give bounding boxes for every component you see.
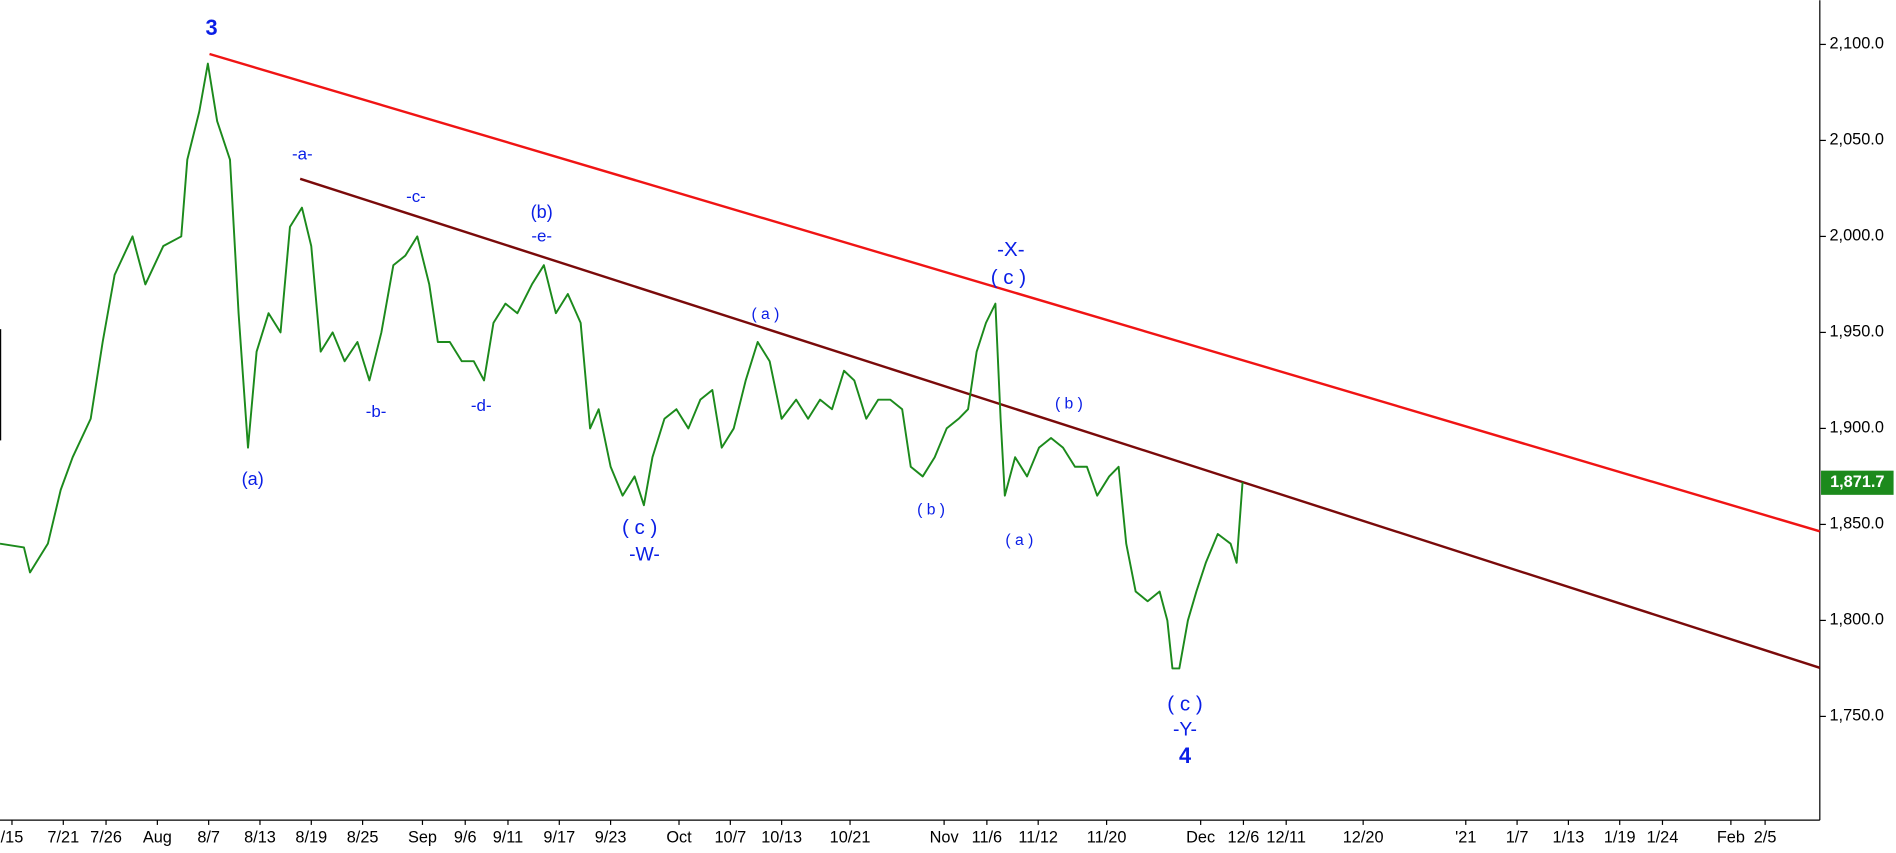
x-tick-label: 1/7: [1506, 829, 1529, 847]
y-tick-label: 2,050.0: [1829, 131, 1883, 149]
last-price-tag: [1821, 470, 1894, 495]
x-tick-label: 1/24: [1647, 829, 1679, 847]
y-tick-label: 1,800.0: [1829, 611, 1883, 629]
wave-label: (a): [242, 469, 264, 489]
y-tick-label: 1,900.0: [1829, 419, 1883, 437]
trend-line: [299, 177, 1821, 669]
y-tick-label: 2,000.0: [1829, 227, 1883, 245]
x-tick-label: 9/17: [543, 829, 575, 847]
y-tick-label: 2,100.0: [1829, 35, 1883, 53]
x-tick-label: /15: [1, 829, 24, 847]
x-tick-label: 7/26: [90, 829, 122, 847]
wave-label: ( c ): [1167, 693, 1202, 716]
x-tick-label: 12/20: [1343, 829, 1384, 847]
x-tick-label: 9/23: [595, 829, 627, 847]
x-tick-label: Feb: [1717, 829, 1745, 847]
x-tick-label: 1/13: [1553, 829, 1585, 847]
x-tick-label: Sep: [408, 829, 437, 847]
last-price-label: 1,871.7: [1830, 473, 1884, 491]
x-tick-label: 10/21: [830, 829, 871, 847]
x-tick-label: Aug: [143, 829, 172, 847]
x-tick-label: 8/7: [197, 829, 220, 847]
wave-label: -Y-: [1173, 719, 1197, 741]
y-tick-label: 1,850.0: [1829, 515, 1883, 533]
y-tick-label: 1,950.0: [1829, 323, 1883, 341]
x-tick-label: 11/12: [1018, 829, 1058, 847]
x-tick-label: 1/19: [1604, 829, 1636, 847]
wave-label: ( a ): [1005, 532, 1033, 549]
x-tick-label: 7/21: [47, 829, 79, 847]
y-tick-label: 1,750.0: [1829, 707, 1883, 725]
wave-label: -e-: [531, 227, 552, 246]
wave-label: -d-: [471, 396, 492, 415]
wave-label: -X-: [997, 238, 1024, 261]
x-tick-label: 2/5: [1754, 829, 1777, 847]
price-line: [0, 62, 1244, 670]
trend-line: [209, 52, 1821, 533]
x-tick-label: 8/13: [244, 829, 276, 847]
x-tick-label: 8/19: [295, 829, 327, 847]
wave-label: (b): [531, 202, 553, 222]
x-tick-label: 12/11: [1266, 829, 1306, 847]
wave-label: ( b ): [1055, 395, 1083, 412]
wave-label: -c-: [406, 187, 426, 206]
wave-label: ( a ): [751, 306, 779, 323]
x-tick-label: 11/6: [972, 829, 1003, 847]
wave-label: -W-: [629, 543, 660, 565]
x-tick-label: '21: [1455, 829, 1476, 847]
wave-label: ( c ): [991, 266, 1026, 289]
x-tick-label: 12/6: [1228, 829, 1260, 847]
x-tick-label: Dec: [1186, 829, 1215, 847]
wave-label: -b-: [366, 402, 387, 421]
wave-label: 3: [206, 15, 218, 40]
x-tick-label: 11/20: [1087, 829, 1127, 847]
x-tick-label: 9/11: [493, 829, 524, 847]
wave-label: ( b ): [917, 502, 945, 519]
x-tick-label: 10/7: [714, 829, 746, 847]
wave-label: ( c ): [622, 516, 657, 539]
x-tick-label: 9/6: [454, 829, 477, 847]
x-tick-label: Nov: [930, 829, 960, 847]
wave-label: -a-: [292, 145, 313, 164]
x-tick-label: 10/13: [761, 829, 802, 847]
wave-label: 4: [1179, 743, 1191, 768]
x-tick-label: Oct: [666, 829, 692, 847]
x-tick-label: 8/25: [347, 829, 379, 847]
